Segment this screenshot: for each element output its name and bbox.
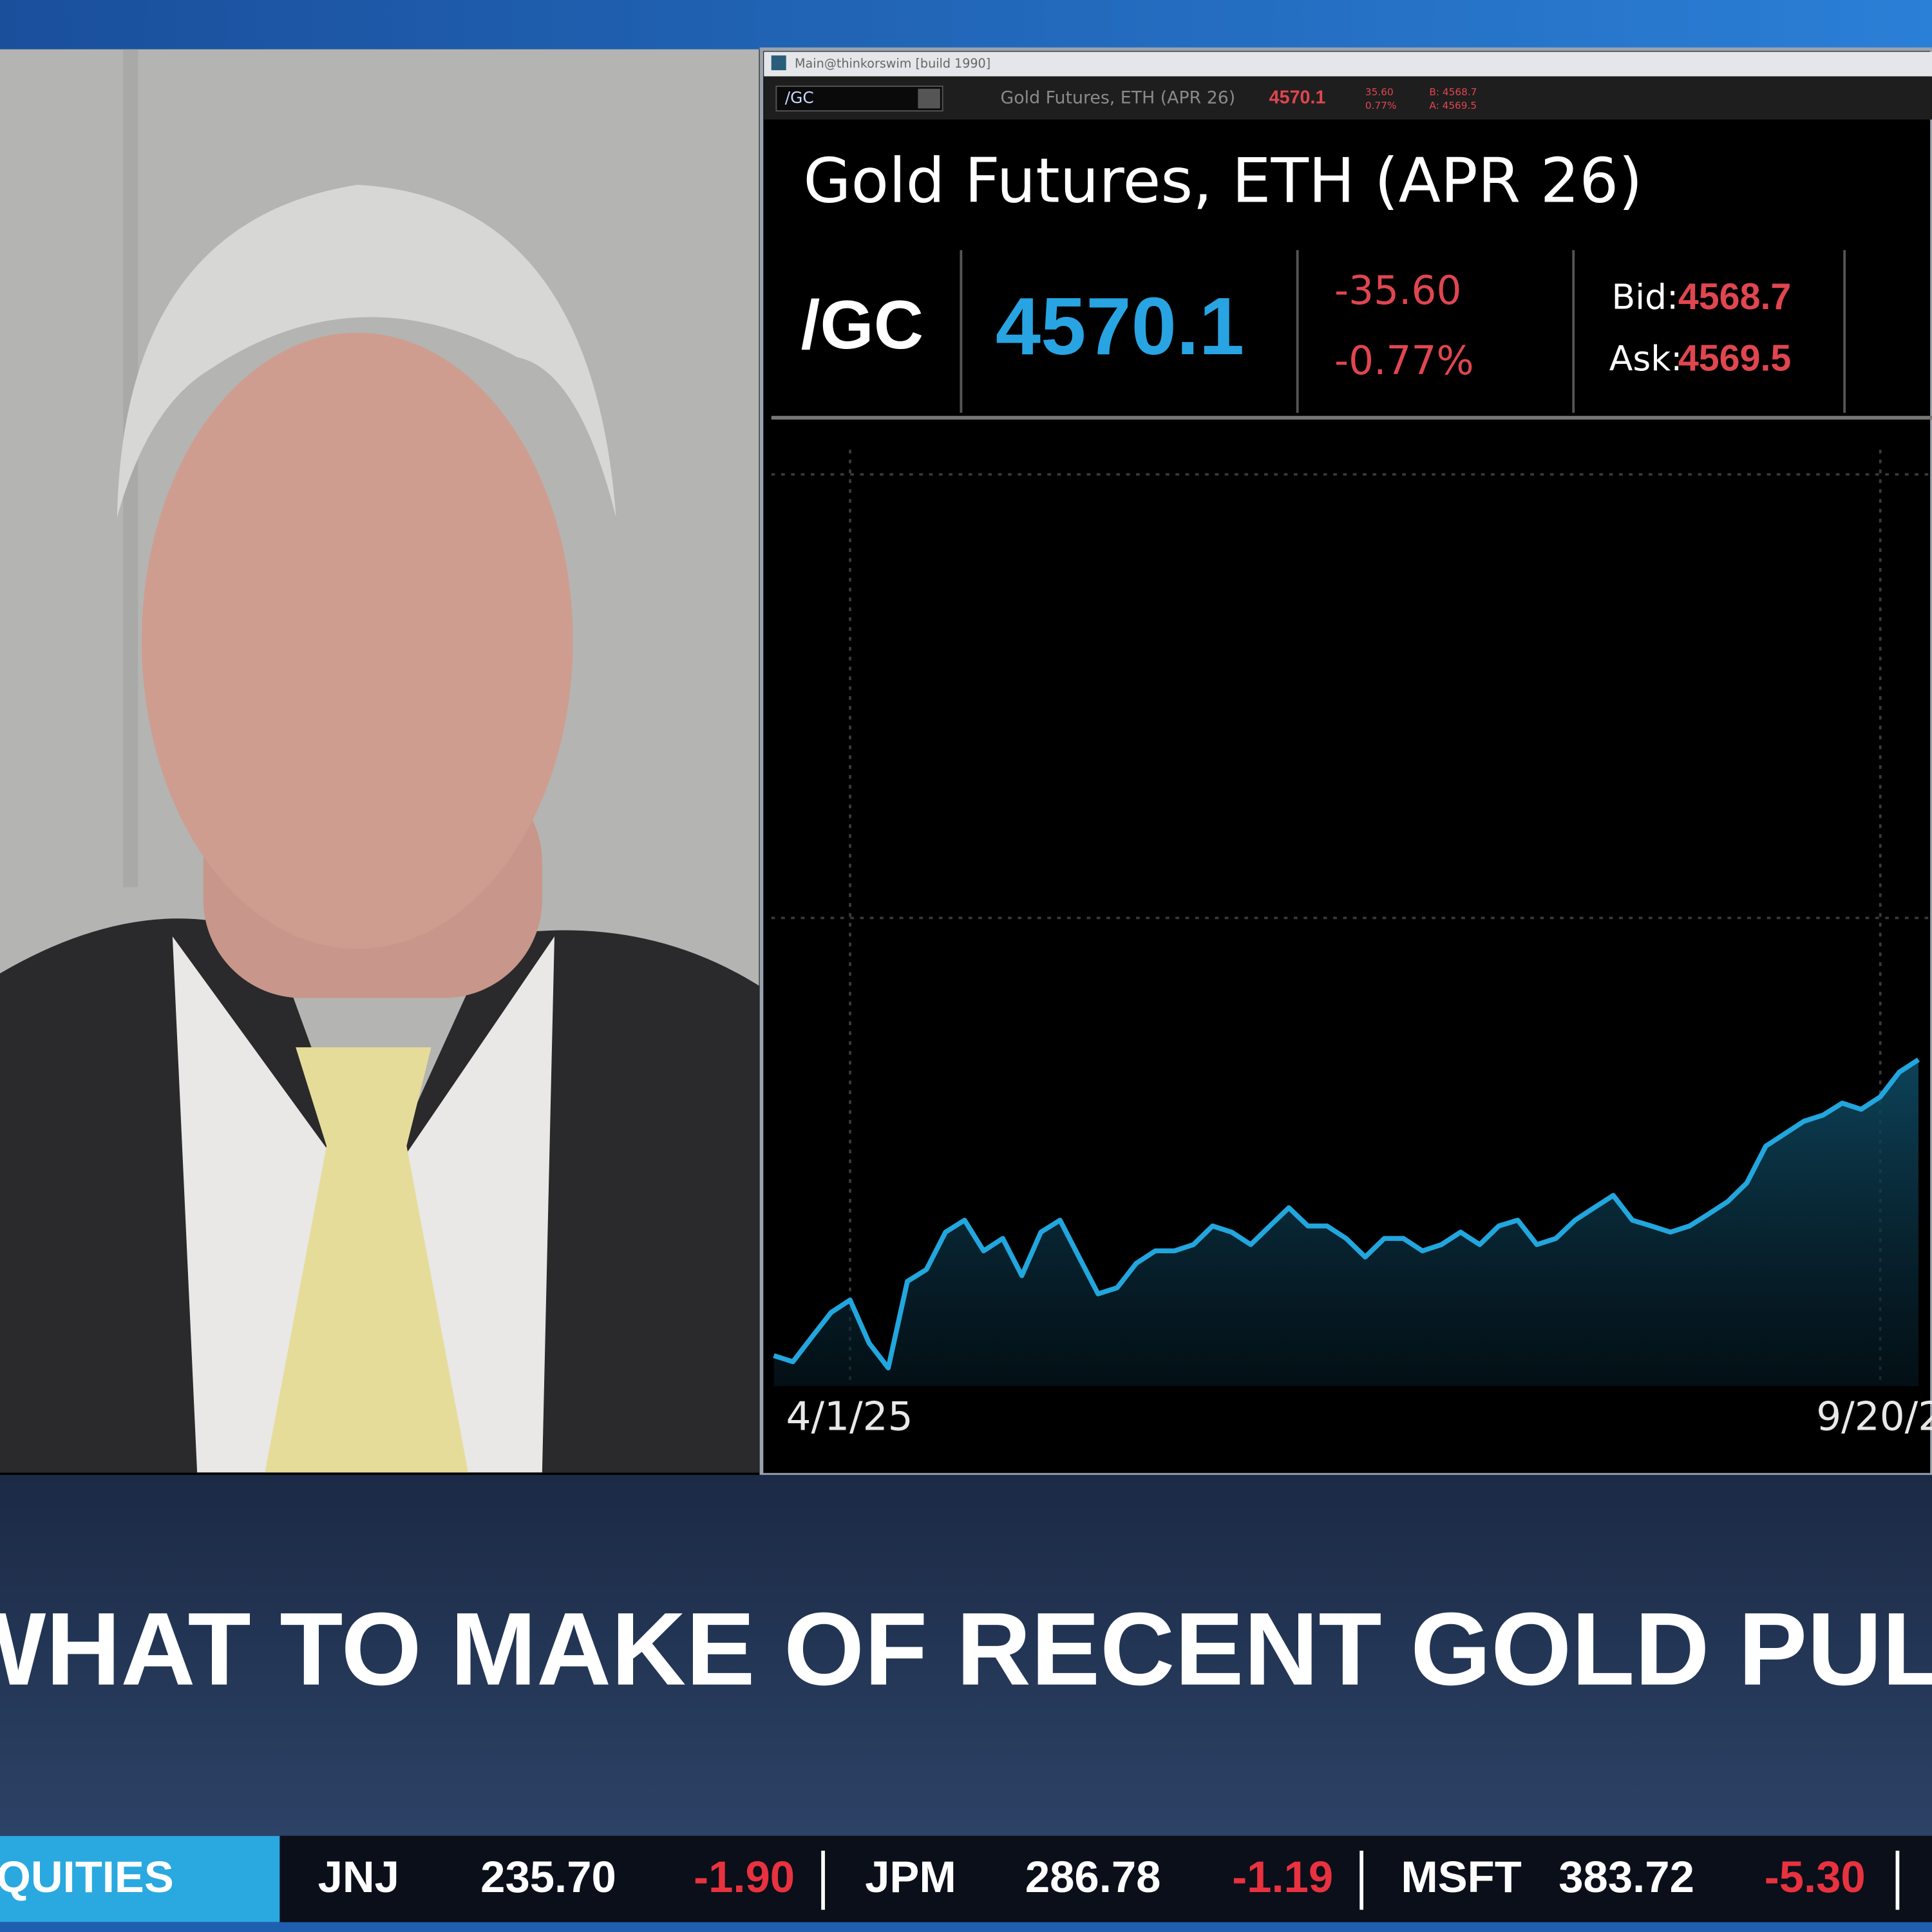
toolbar-last: 4570.1 <box>1269 88 1326 108</box>
ticker-symbol: MSFT <box>1401 1852 1521 1902</box>
quote-percent: -0.77% <box>1334 338 1474 384</box>
x-tick-label: 9/20/25 <box>1816 1394 1932 1440</box>
window-title-bar <box>764 52 1932 77</box>
toolbar-percent: 0.77% <box>1365 100 1397 111</box>
ticker-price: 383.72 <box>1558 1852 1694 1902</box>
quote-title: Gold Futures, ETH (APR 26) <box>803 144 1642 216</box>
dropdown[interactable] <box>918 88 940 109</box>
x-tick-label: 4/1/25 <box>786 1394 913 1440</box>
ticker-symbol: JPM <box>865 1852 956 1902</box>
bid-value: 4568.7 <box>1678 276 1792 317</box>
quote-change: -35.60 <box>1334 268 1461 314</box>
quote-last: 4570.1 <box>996 281 1244 372</box>
ticker-bar <box>0 1835 1932 1922</box>
ask-value: 4569.5 <box>1678 338 1792 379</box>
ticker-change: -1.90 <box>694 1852 795 1902</box>
app-icon <box>771 55 786 71</box>
quote-dividers <box>960 250 1846 413</box>
toolbar-ask: A: 4569.5 <box>1429 100 1477 111</box>
ticker-symbol: JNJ <box>318 1852 399 1902</box>
video-panel <box>0 49 759 1473</box>
ask-label: Ask: <box>1609 338 1683 379</box>
bid-label: Bid: <box>1612 277 1679 317</box>
ticker-price: 235.70 <box>480 1852 616 1902</box>
line-area <box>773 1059 1918 1387</box>
ticker-price: 286.78 <box>1025 1852 1161 1902</box>
quote-symbol: /GC <box>801 286 923 363</box>
toolbar <box>764 76 1932 120</box>
window-title: Main@thinkorswim [build 1990] <box>795 56 990 71</box>
ticker-change: -1.19 <box>1232 1852 1333 1902</box>
ticker-items: JNJ 235.70 -1.90 JPM 286.78 -1.19 MSFT 383.72 -5… <box>318 1850 1900 1910</box>
headline: WHAT TO MAKE OF RECENT GOLD PULL <box>0 1592 1932 1707</box>
bottom-strip <box>0 1922 1932 1932</box>
toolbar-description: Gold Futures, ETH (APR 26) <box>1001 88 1236 108</box>
toolbar-bid: B: 4568.7 <box>1429 86 1477 98</box>
toolbar-change: 35.60 <box>1365 86 1394 98</box>
ticker-section-box <box>0 1835 280 1922</box>
price-line <box>773 1057 1920 1370</box>
ticker-change: -5.30 <box>1765 1852 1866 1902</box>
plot <box>773 450 1920 1387</box>
headline-banner <box>0 1475 1932 1836</box>
symbol-box[interactable] <box>775 85 943 112</box>
toolbar-symbol: /GC <box>785 88 814 107</box>
ticker-section: EQUITIES <box>0 1852 174 1902</box>
top-bar <box>0 0 1932 50</box>
horizontal-grid <box>771 473 1932 920</box>
